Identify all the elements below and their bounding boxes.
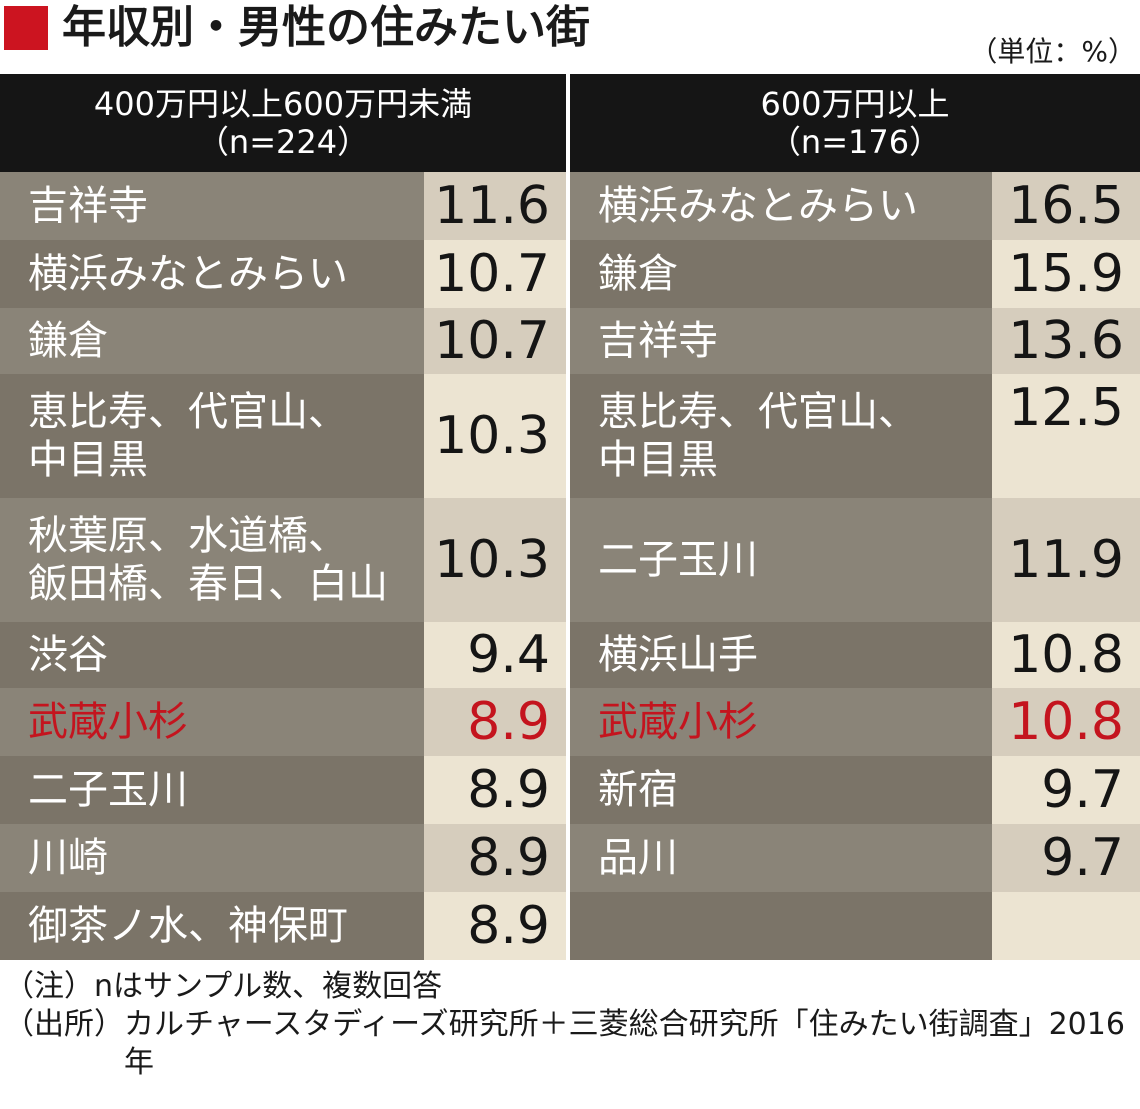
town-name: 横浜みなとみらい xyxy=(0,240,424,308)
table-row: 武蔵小杉 10.8 xyxy=(570,688,1140,756)
table-column-2: 600万円以上 （n=176） 横浜みなとみらい 16.5 鎌倉 15.9 吉祥寺 13.6 恵… xyxy=(570,74,1140,964)
percentage-value: 10.3 xyxy=(424,498,566,622)
town-name: 恵比寿、代官山、 中目黒 xyxy=(570,374,992,498)
ranking-table: 400万円以上600万円未満 （n=224） 吉祥寺 11.6 横浜みなとみらい 10.7… xyxy=(0,74,1140,964)
chart-title: 年収別・男性の住みたい街 xyxy=(62,2,590,53)
title-marker-icon xyxy=(4,6,48,50)
table-row: 横浜みなとみらい 10.7 xyxy=(0,240,566,308)
table-row: 秋葉原、水道橋、 飯田橋、春日、白山 10.3 xyxy=(0,498,566,622)
town-name: 鎌倉 xyxy=(0,308,424,374)
table-row: 新宿 9.7 xyxy=(570,756,1140,824)
note-line: （注） nはサンプル数、複数回答 xyxy=(4,968,1140,1006)
percentage-value: 10.7 xyxy=(424,308,566,374)
table-row: 横浜みなとみらい 16.5 xyxy=(570,172,1140,240)
income-range: 400万円以上600万円未満 xyxy=(93,85,473,123)
table-row: 川崎 8.9 xyxy=(0,824,566,892)
percentage-value: 11.6 xyxy=(424,172,566,240)
source-text: カルチャースタディーズ研究所＋三菱総合研究所「住みたい街調査」2016年 xyxy=(124,1007,1125,1080)
table-row: 武蔵小杉 8.9 xyxy=(0,688,566,756)
percentage-value: 9.7 xyxy=(992,756,1140,824)
percentage-value: 8.9 xyxy=(424,756,566,824)
percentage-value: 16.5 xyxy=(992,172,1140,240)
town-name: 品川 xyxy=(570,824,992,892)
town-name: 御茶ノ水、神保町 xyxy=(0,892,424,960)
town-name: 渋谷 xyxy=(0,622,424,688)
town-name: 鎌倉 xyxy=(570,240,992,308)
percentage-value: 8.9 xyxy=(424,824,566,892)
percentage-value: 10.8 xyxy=(992,688,1140,756)
income-range: 600万円以上 xyxy=(760,85,950,123)
source-label: （出所） xyxy=(4,1007,124,1042)
table-row: 鎌倉 10.7 xyxy=(0,308,566,374)
town-name: 横浜山手 xyxy=(570,622,992,688)
table-row: 吉祥寺 13.6 xyxy=(570,308,1140,374)
town-name: 恵比寿、代官山、 中目黒 xyxy=(0,374,424,498)
percentage-value: 8.9 xyxy=(424,892,566,960)
title-bar: 年収別・男性の住みたい街 （単位：%） xyxy=(0,0,1140,70)
table-row: 吉祥寺 11.6 xyxy=(0,172,566,240)
town-name: 秋葉原、水道橋、 飯田橋、春日、白山 xyxy=(0,498,424,622)
table-row: 渋谷 9.4 xyxy=(0,622,566,688)
percentage-value: 9.4 xyxy=(424,622,566,688)
town-name: 武蔵小杉 xyxy=(0,688,424,756)
table-row: 恵比寿、代官山、 中目黒 10.3 xyxy=(0,374,566,498)
column-header: 600万円以上 （n=176） xyxy=(570,74,1140,172)
percentage-value: 15.9 xyxy=(992,240,1140,308)
town-name: 横浜みなとみらい xyxy=(570,172,992,240)
table-row: 御茶ノ水、神保町 8.9 xyxy=(0,892,566,960)
percentage-value: 9.7 xyxy=(992,824,1140,892)
town-name xyxy=(570,892,992,960)
town-name: 川崎 xyxy=(0,824,424,892)
table-column-1: 400万円以上600万円未満 （n=224） 吉祥寺 11.6 横浜みなとみらい 10.7… xyxy=(0,74,566,964)
sample-size: （n=176） xyxy=(768,123,942,161)
sample-size: （n=224） xyxy=(196,123,370,161)
table-row: 二子玉川 11.9 xyxy=(570,498,1140,622)
percentage-value: 8.9 xyxy=(424,688,566,756)
percentage-value: 10.8 xyxy=(992,622,1140,688)
percentage-value: 11.9 xyxy=(992,498,1140,622)
note-text: nはサンプル数、複数回答 xyxy=(94,969,443,1004)
column-header: 400万円以上600万円未満 （n=224） xyxy=(0,74,566,172)
town-name: 吉祥寺 xyxy=(0,172,424,240)
town-name: 二子玉川 xyxy=(0,756,424,824)
percentage-value: 12.5 xyxy=(992,374,1140,498)
notes: （注） nはサンプル数、複数回答 （出所） カルチャースタディーズ研究所＋三菱総… xyxy=(4,968,1140,1082)
town-name: 吉祥寺 xyxy=(570,308,992,374)
table-row: 鎌倉 15.9 xyxy=(570,240,1140,308)
table-row xyxy=(570,892,1140,960)
percentage-value: 10.3 xyxy=(424,374,566,498)
percentage-value: 13.6 xyxy=(992,308,1140,374)
table-row: 恵比寿、代官山、 中目黒 12.5 xyxy=(570,374,1140,498)
percentage-value: 10.7 xyxy=(424,240,566,308)
note-label: （注） xyxy=(4,969,94,1004)
table-row: 横浜山手 10.8 xyxy=(570,622,1140,688)
town-name: 二子玉川 xyxy=(570,498,992,622)
table-row: 品川 9.7 xyxy=(570,824,1140,892)
town-name: 新宿 xyxy=(570,756,992,824)
table-row: 二子玉川 8.9 xyxy=(0,756,566,824)
source-line: （出所） カルチャースタディーズ研究所＋三菱総合研究所「住みたい街調査」2016… xyxy=(4,1006,1140,1082)
town-name: 武蔵小杉 xyxy=(570,688,992,756)
percentage-value xyxy=(992,892,1140,960)
unit-label: （単位：%） xyxy=(969,35,1136,68)
